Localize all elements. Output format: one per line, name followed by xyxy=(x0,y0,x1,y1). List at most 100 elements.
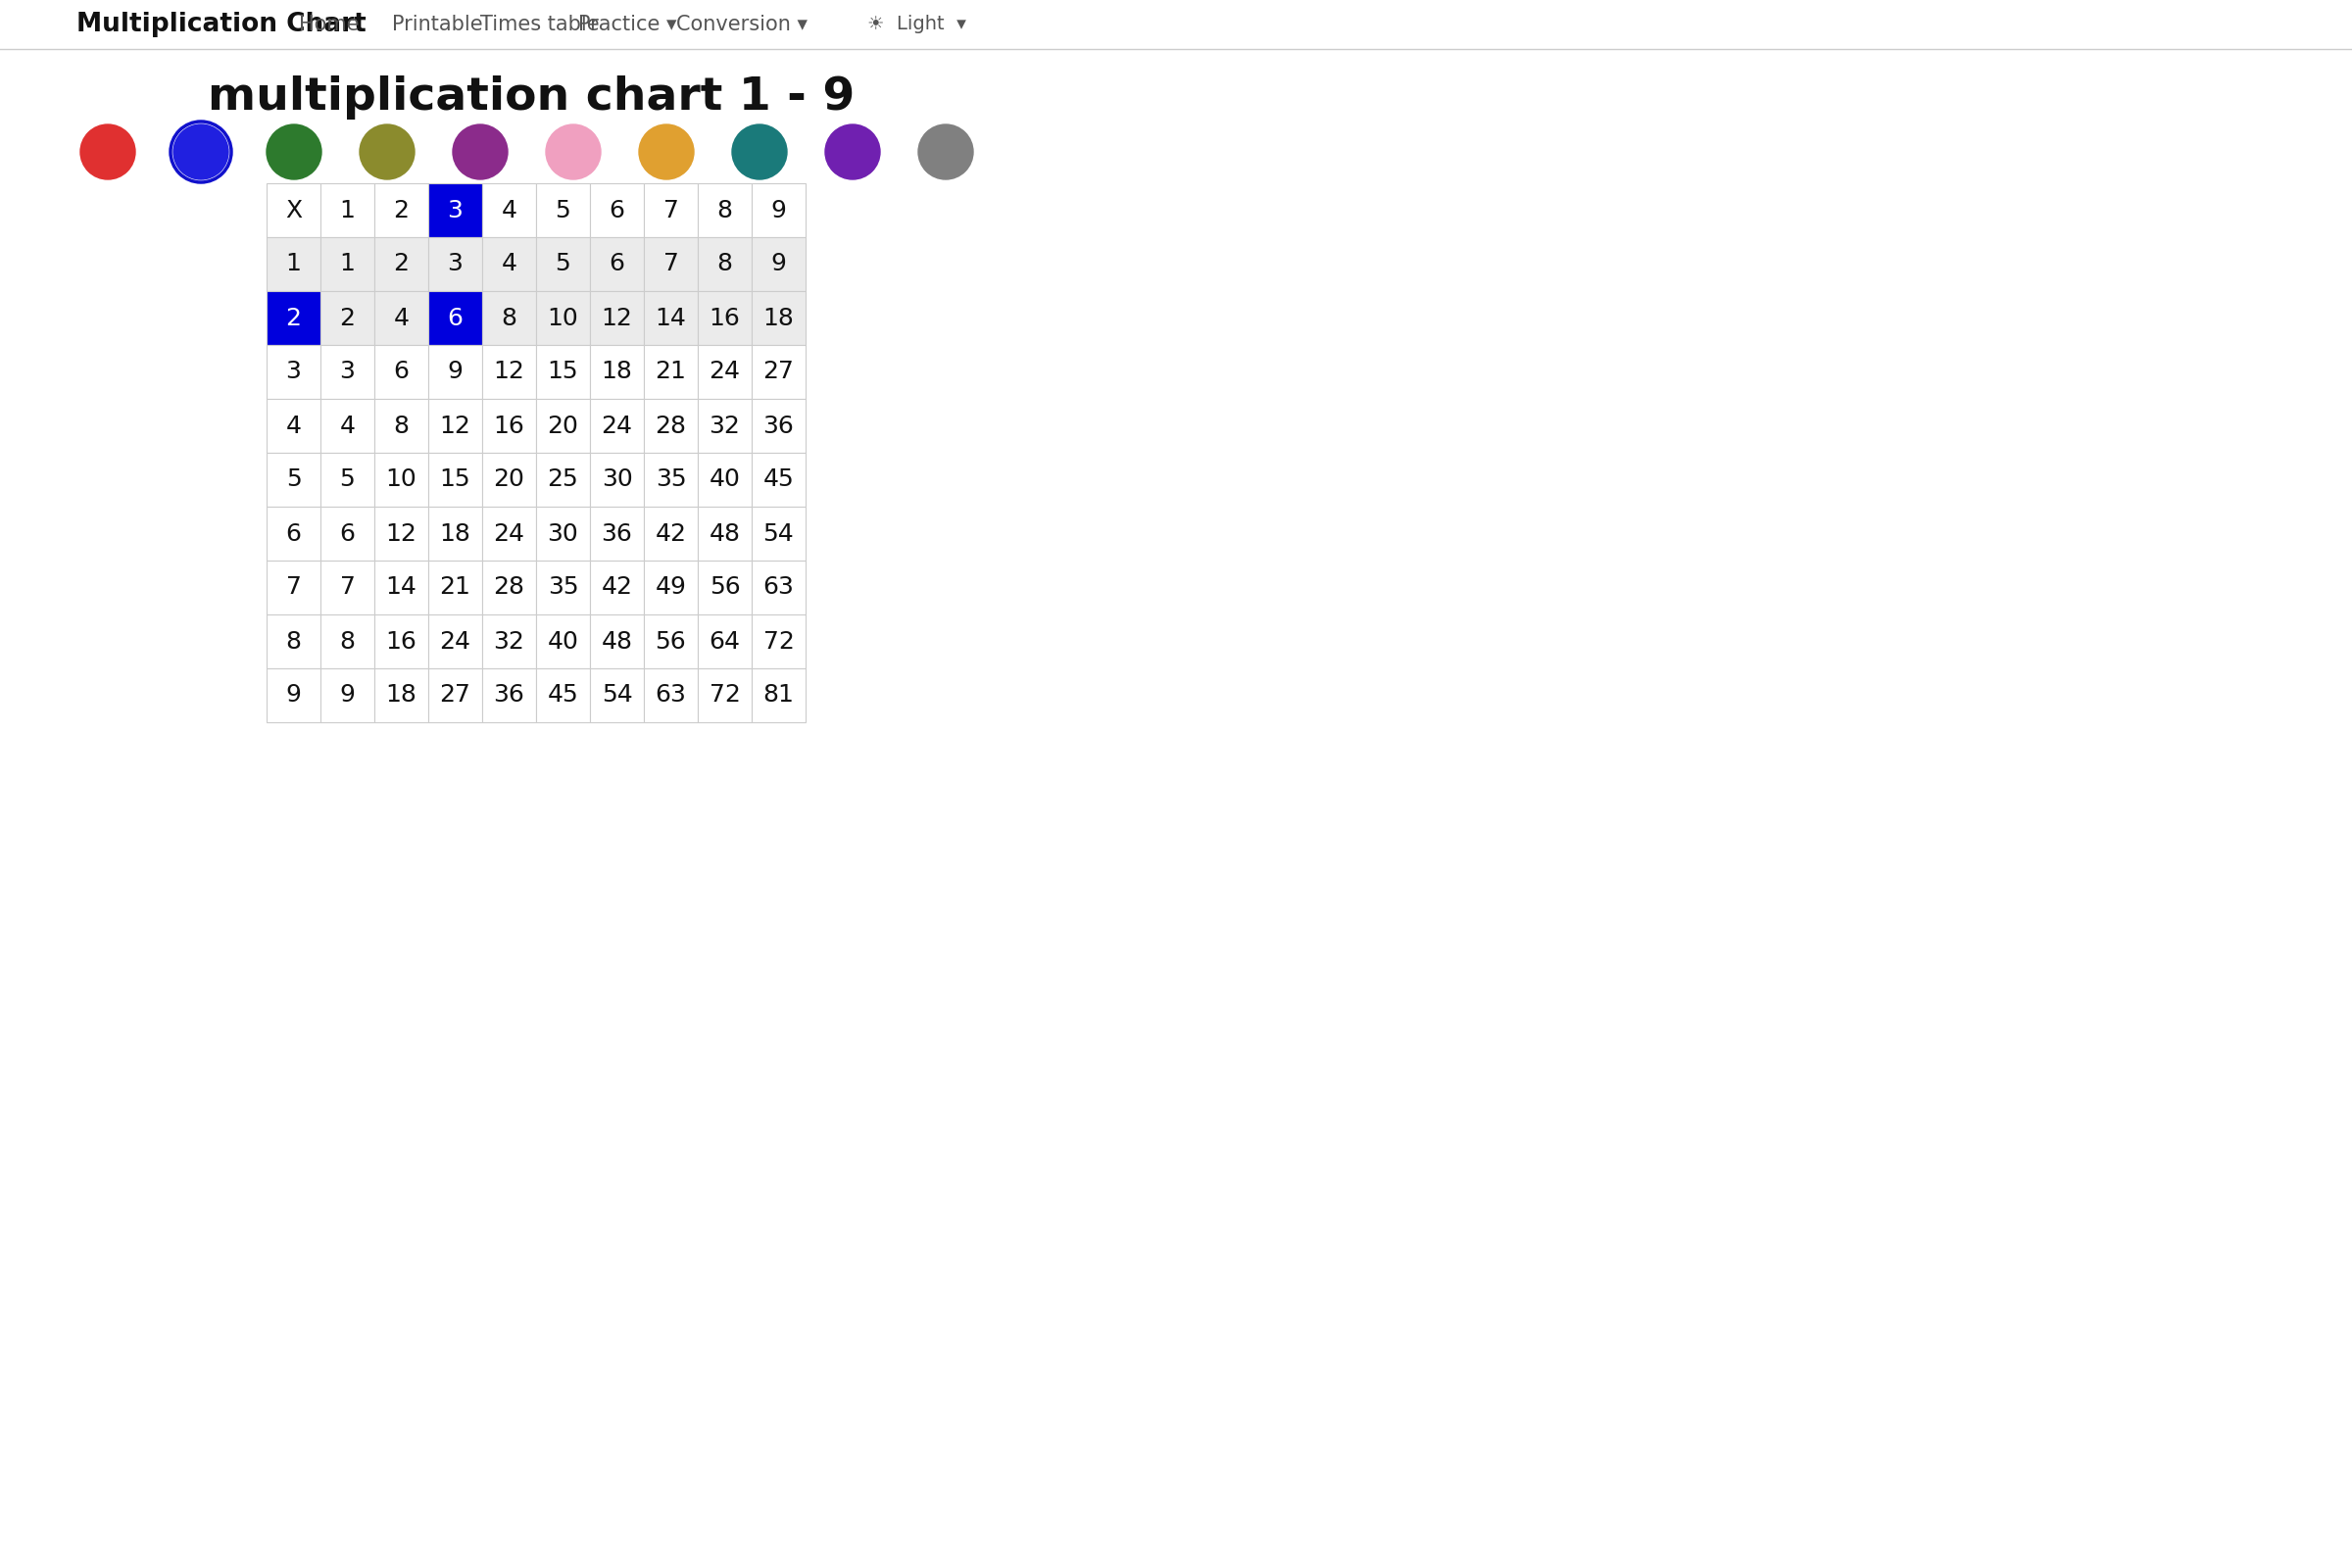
Bar xyxy=(536,668,590,723)
Text: 6: 6 xyxy=(285,522,301,546)
Text: 8: 8 xyxy=(501,306,517,329)
Bar xyxy=(644,237,699,292)
Text: 2: 2 xyxy=(393,252,409,276)
Text: 72: 72 xyxy=(762,630,795,654)
Bar xyxy=(699,237,753,292)
Text: 54: 54 xyxy=(602,684,633,707)
Bar xyxy=(699,183,753,237)
Bar xyxy=(753,398,804,453)
Text: 3: 3 xyxy=(285,361,301,384)
Text: 5: 5 xyxy=(555,252,572,276)
Bar xyxy=(374,506,428,561)
Text: 9: 9 xyxy=(771,199,786,223)
Bar xyxy=(482,668,536,723)
Bar xyxy=(536,506,590,561)
Bar xyxy=(699,561,753,615)
Text: 4: 4 xyxy=(285,414,301,437)
Bar xyxy=(590,506,644,561)
Text: 32: 32 xyxy=(708,414,741,437)
Bar xyxy=(428,506,482,561)
Text: X: X xyxy=(285,199,301,223)
Bar xyxy=(644,615,699,668)
Bar xyxy=(699,453,753,506)
Text: 21: 21 xyxy=(656,361,687,384)
Text: 14: 14 xyxy=(386,575,416,599)
Text: 7: 7 xyxy=(339,575,355,599)
Bar xyxy=(320,561,374,615)
Text: 2: 2 xyxy=(339,306,355,329)
Text: Practice ▾: Practice ▾ xyxy=(579,14,677,34)
Bar xyxy=(590,237,644,292)
Bar xyxy=(753,561,804,615)
Bar xyxy=(699,345,753,398)
Text: 8: 8 xyxy=(717,199,731,223)
Text: multiplication chart 1 - 9: multiplication chart 1 - 9 xyxy=(207,75,854,121)
Text: 8: 8 xyxy=(717,252,731,276)
Text: 3: 3 xyxy=(339,361,355,384)
Bar xyxy=(644,668,699,723)
Bar xyxy=(536,453,590,506)
Bar xyxy=(536,615,590,668)
Bar xyxy=(428,183,482,237)
Bar xyxy=(0,0,2352,49)
Text: 12: 12 xyxy=(440,414,470,437)
Bar xyxy=(482,398,536,453)
Text: 5: 5 xyxy=(287,467,301,491)
Text: 14: 14 xyxy=(656,306,687,329)
Bar xyxy=(753,615,804,668)
Text: 81: 81 xyxy=(762,684,795,707)
Text: 16: 16 xyxy=(386,630,416,654)
Text: 27: 27 xyxy=(762,361,795,384)
Text: 45: 45 xyxy=(762,467,795,491)
Bar xyxy=(320,668,374,723)
Text: Printable: Printable xyxy=(393,14,482,34)
Bar xyxy=(428,237,482,292)
Bar xyxy=(536,561,590,615)
Text: 24: 24 xyxy=(602,414,633,437)
Text: 7: 7 xyxy=(663,199,680,223)
Bar xyxy=(266,506,320,561)
Bar xyxy=(320,453,374,506)
Bar xyxy=(320,183,374,237)
Circle shape xyxy=(360,124,414,179)
Bar xyxy=(644,292,699,345)
Text: 20: 20 xyxy=(494,467,524,491)
Text: 15: 15 xyxy=(548,361,579,384)
Text: 10: 10 xyxy=(548,306,579,329)
Text: 64: 64 xyxy=(708,630,741,654)
Bar xyxy=(482,345,536,398)
Text: 8: 8 xyxy=(285,630,301,654)
Text: 32: 32 xyxy=(494,630,524,654)
Bar xyxy=(266,615,320,668)
Text: 2: 2 xyxy=(393,199,409,223)
Bar xyxy=(590,561,644,615)
Text: 9: 9 xyxy=(339,684,355,707)
Bar xyxy=(374,668,428,723)
Text: 24: 24 xyxy=(440,630,470,654)
Bar xyxy=(428,292,482,345)
Bar xyxy=(374,453,428,506)
Bar xyxy=(753,453,804,506)
Bar xyxy=(482,237,536,292)
Circle shape xyxy=(452,124,508,179)
Circle shape xyxy=(731,124,788,179)
Bar xyxy=(644,506,699,561)
Bar xyxy=(374,345,428,398)
Text: 8: 8 xyxy=(393,414,409,437)
Text: 36: 36 xyxy=(762,414,795,437)
Bar xyxy=(266,237,320,292)
Text: 6: 6 xyxy=(609,199,626,223)
Text: 6: 6 xyxy=(393,361,409,384)
Bar xyxy=(320,345,374,398)
Text: 1: 1 xyxy=(339,252,355,276)
Circle shape xyxy=(826,124,880,179)
Bar xyxy=(482,183,536,237)
Bar xyxy=(536,292,590,345)
Text: 10: 10 xyxy=(386,467,416,491)
Bar xyxy=(753,345,804,398)
Text: 18: 18 xyxy=(386,684,416,707)
Bar xyxy=(590,453,644,506)
Text: 56: 56 xyxy=(710,575,741,599)
Bar xyxy=(644,345,699,398)
Bar xyxy=(753,668,804,723)
